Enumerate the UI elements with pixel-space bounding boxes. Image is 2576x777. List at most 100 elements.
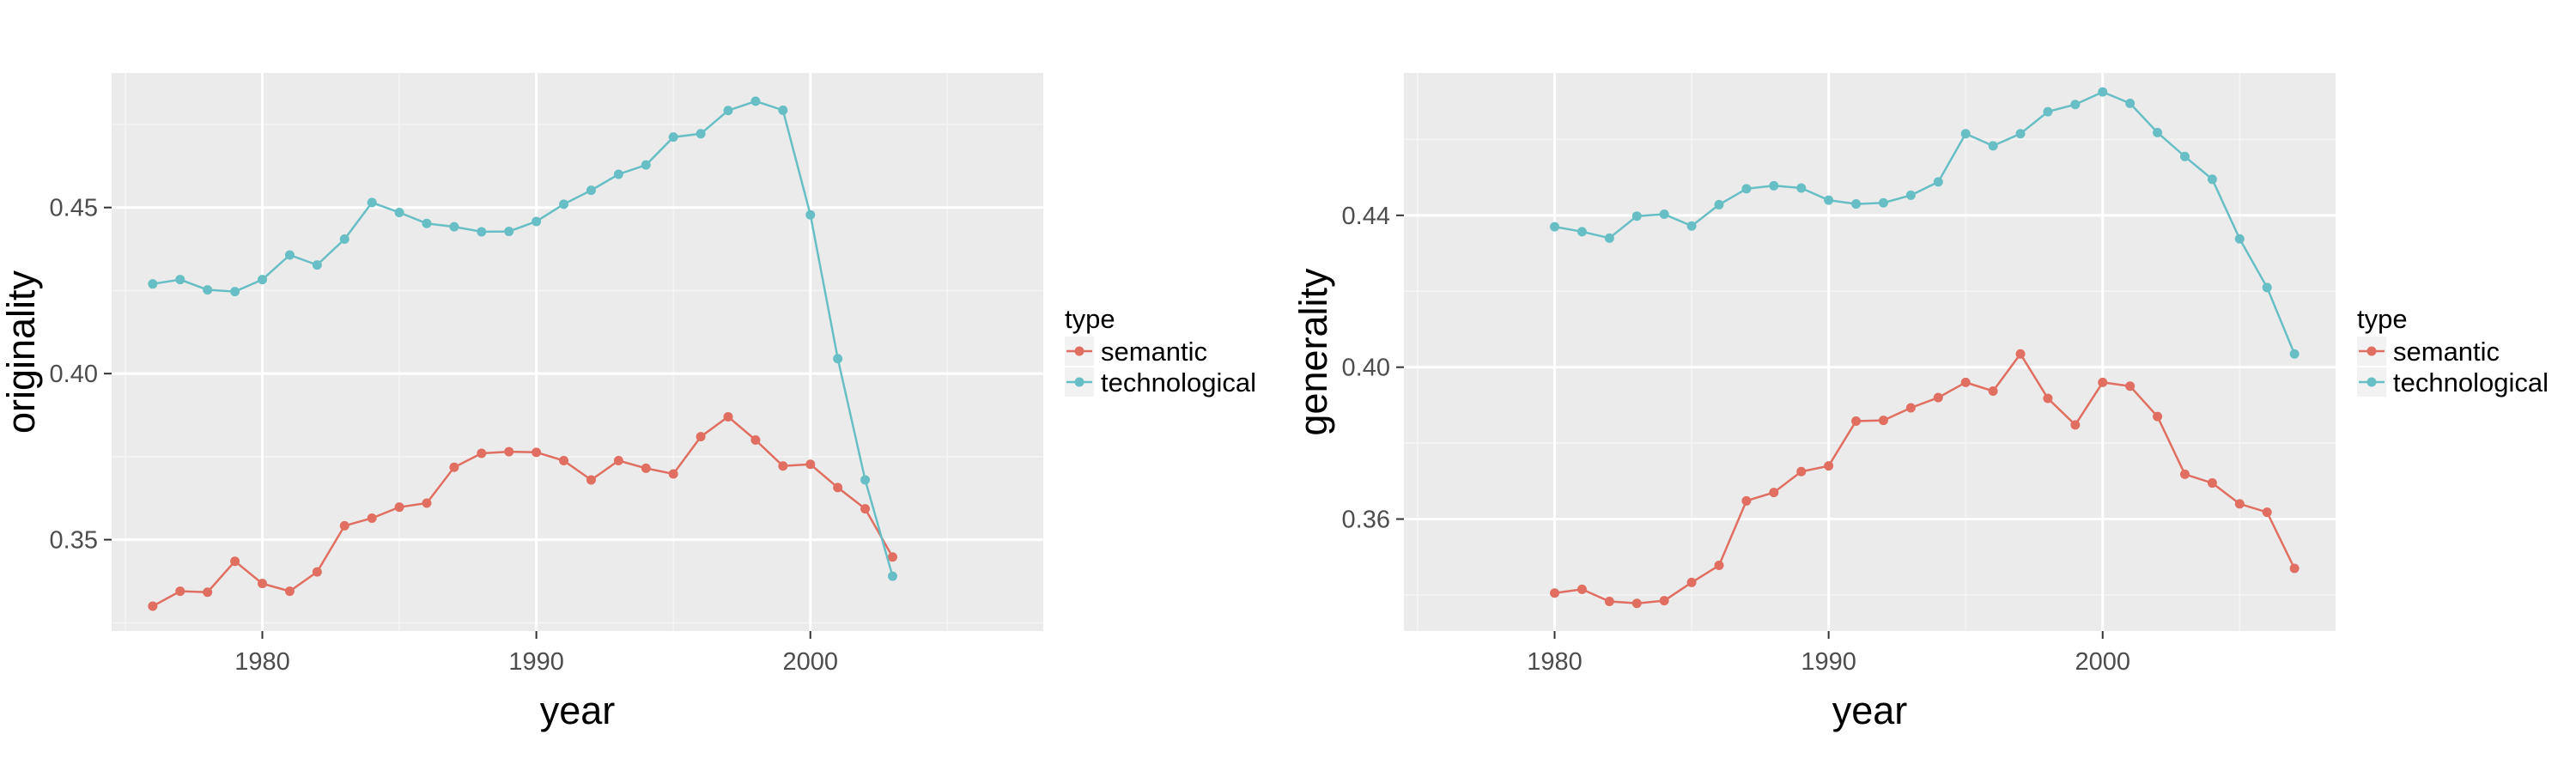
data-point-technological <box>1687 222 1697 231</box>
x-tick-label: 2000 <box>2075 648 2130 676</box>
data-point-technological <box>1714 200 1723 209</box>
data-point-technological <box>1879 198 1888 208</box>
data-point-technological <box>2016 129 2026 138</box>
legend: typesemantictechnological <box>1065 304 1256 398</box>
legend-label-semantic: semantic <box>1101 337 1207 367</box>
data-point-technological <box>148 279 157 288</box>
data-point-semantic <box>586 475 596 484</box>
legend-title: type <box>1065 304 1115 334</box>
data-point-semantic <box>2263 507 2272 517</box>
data-point-technological <box>313 260 322 270</box>
data-point-semantic <box>1934 393 1943 403</box>
data-point-technological <box>2043 107 2052 117</box>
y-tick-label: 0.36 <box>1342 507 1390 534</box>
data-point-semantic <box>422 499 431 508</box>
data-point-technological <box>1605 234 1614 243</box>
data-point-semantic <box>2043 393 2052 403</box>
x-tick-label: 2000 <box>782 648 838 676</box>
data-point-semantic <box>1632 598 1642 608</box>
data-point-semantic <box>2290 564 2300 574</box>
data-point-technological <box>340 234 349 244</box>
x-tick-label: 1990 <box>508 648 564 676</box>
data-point-semantic <box>1660 596 1669 605</box>
legend-label-semantic: semantic <box>2393 337 2500 367</box>
data-point-semantic <box>203 587 212 597</box>
data-point-semantic <box>258 579 267 588</box>
data-point-semantic <box>1989 386 1998 396</box>
data-point-semantic <box>1577 585 1587 594</box>
data-point-semantic <box>696 432 706 441</box>
data-point-technological <box>2070 100 2080 109</box>
data-point-semantic <box>1605 597 1614 606</box>
data-point-technological <box>1660 209 1669 219</box>
data-point-technological <box>586 185 596 195</box>
data-point-technological <box>1632 211 1642 221</box>
data-point-semantic <box>1741 496 1751 506</box>
x-axis-title: year <box>540 689 616 732</box>
data-point-technological <box>696 129 706 138</box>
chart-panel-2: 1980199020000.360.400.44yeargeneralityty… <box>1291 73 2549 732</box>
data-point-technological <box>805 210 815 220</box>
data-point-technological <box>860 475 870 484</box>
y-tick-label: 0.40 <box>1342 355 1390 382</box>
legend-key-point <box>2367 347 2377 356</box>
data-point-technological <box>504 227 513 236</box>
chart-panel-1: 1980199020000.350.400.45yearoriginalityt… <box>0 73 1256 732</box>
data-point-technological <box>285 251 295 260</box>
data-point-technological <box>395 208 404 217</box>
data-point-semantic <box>805 459 815 469</box>
data-point-semantic <box>2180 470 2190 479</box>
data-point-semantic <box>2208 478 2217 488</box>
data-point-technological <box>1989 141 1998 150</box>
data-point-technological <box>532 216 541 226</box>
data-point-technological <box>833 354 842 363</box>
data-point-semantic <box>340 521 349 531</box>
data-point-semantic <box>2098 378 2107 387</box>
y-axis-title: originality <box>0 270 43 434</box>
x-tick-label: 1980 <box>234 648 290 676</box>
data-point-technological <box>1741 184 1751 193</box>
legend-label-technological: technological <box>1101 367 1256 398</box>
data-point-technological <box>422 219 431 228</box>
data-point-semantic <box>504 447 513 457</box>
data-point-technological <box>449 222 459 232</box>
data-point-technological <box>2263 282 2272 292</box>
data-point-semantic <box>1851 416 1861 426</box>
data-point-technological <box>559 199 568 209</box>
data-point-semantic <box>1906 404 1916 413</box>
data-point-technological <box>1961 129 1971 138</box>
data-point-technological <box>2290 349 2300 359</box>
data-point-semantic <box>1550 588 1559 598</box>
data-point-semantic <box>641 464 651 473</box>
data-point-technological <box>669 132 678 142</box>
legend-title: type <box>2357 304 2408 334</box>
legend-key-point <box>1075 347 1084 356</box>
data-point-semantic <box>860 504 870 513</box>
data-point-technological <box>778 106 787 115</box>
data-point-technological <box>368 197 377 207</box>
data-point-technological <box>750 96 760 106</box>
x-tick-label: 1980 <box>1527 648 1583 676</box>
data-point-semantic <box>2125 381 2135 391</box>
data-point-semantic <box>833 483 842 492</box>
data-point-technological <box>2208 174 2217 184</box>
data-point-semantic <box>750 435 760 445</box>
data-point-technological <box>477 227 486 236</box>
data-point-semantic <box>532 447 541 457</box>
data-point-semantic <box>1769 488 1778 497</box>
data-point-semantic <box>778 461 787 470</box>
data-point-technological <box>2180 152 2190 161</box>
data-point-semantic <box>888 552 897 562</box>
data-point-semantic <box>1714 561 1723 570</box>
x-axis-title: year <box>1832 689 1908 732</box>
data-point-technological <box>1934 177 1943 186</box>
data-point-technological <box>258 275 267 284</box>
plot-panel <box>1404 73 2336 631</box>
data-point-semantic <box>175 586 185 596</box>
data-point-technological <box>230 287 240 296</box>
data-point-semantic <box>477 449 486 458</box>
data-point-semantic <box>1824 461 1833 470</box>
data-point-semantic <box>669 469 678 478</box>
data-point-technological <box>1851 199 1861 209</box>
